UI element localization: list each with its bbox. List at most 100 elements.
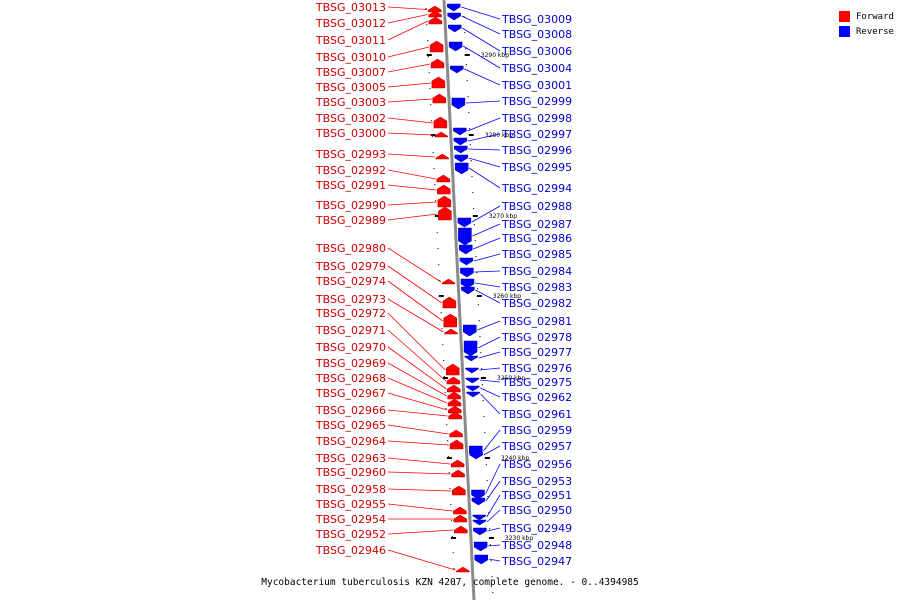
tick-mark: [484, 457, 490, 459]
minor-tick: [454, 584, 456, 586]
minor-tick: [490, 560, 492, 562]
tick-label: 3240 kbp: [501, 455, 529, 462]
forward-gene-TBSG_02969: [447, 391, 461, 400]
forward-gene-label: TBSG_02970: [315, 341, 386, 354]
forward-gene-label: TBSG_02971: [315, 324, 386, 337]
minor-tick: [444, 392, 446, 394]
forward-gene-TBSG_02973: [444, 328, 458, 335]
forward-gene-TBSG_02964: [449, 439, 464, 450]
reverse-gene-label: TBSG_02988: [501, 200, 572, 213]
leader-TBSG_02969: [387, 362, 447, 397]
minor-tick: [472, 192, 474, 194]
leader-TBSG_02962: [480, 387, 501, 398]
reverse-gene-label: TBSG_02981: [501, 315, 572, 328]
minor-tick: [432, 152, 434, 154]
minor-tick: [441, 328, 443, 330]
reverse-gene-label: TBSG_02951: [501, 489, 572, 502]
forward-gene-TBSG_03003: [432, 93, 446, 104]
forward-gene-label: TBSG_02952: [315, 528, 386, 541]
reverse-gene-TBSG_02987: [458, 227, 472, 246]
minor-tick: [428, 72, 430, 74]
genome-backbone: [442, 0, 476, 600]
leader-TBSG_02951: [486, 494, 501, 518]
minor-tick: [464, 32, 466, 34]
legend-label-forward: Forward: [856, 11, 894, 22]
reverse-gene-label: TBSG_02956: [501, 458, 572, 471]
reverse-gene-TBSG_02948: [473, 541, 488, 552]
leader-TBSG_02991: [387, 184, 437, 191]
forward-gene-TBSG_02980: [441, 278, 456, 285]
minor-tick: [439, 280, 441, 282]
minor-tick: [453, 568, 455, 570]
leader-TBSG_02980: [387, 247, 442, 283]
reverse-gene-label: TBSG_02961: [501, 408, 572, 421]
legend-item-forward: Forward: [839, 9, 894, 24]
label-leader-lines: [387, 6, 501, 571]
leader-TBSG_02979: [387, 265, 443, 304]
leader-TBSG_02981: [477, 320, 501, 331]
leader-TBSG_02988: [471, 205, 501, 223]
minor-tick: [443, 360, 445, 362]
minor-tick: [477, 288, 479, 290]
leader-TBSG_02952: [387, 529, 454, 535]
leader-TBSG_02973: [387, 298, 444, 333]
minor-tick: [436, 232, 438, 234]
reverse-gene-label: TBSG_02985: [501, 248, 572, 261]
reverse-gene-TBSG_02975: [465, 377, 480, 384]
forward-gene-label: TBSG_03012: [315, 17, 386, 30]
reverse-gene-label: TBSG_02957: [501, 440, 572, 453]
minor-tick: [447, 456, 449, 458]
reverse-gene-label: TBSG_03009: [501, 13, 572, 26]
forward-gene-label: TBSG_03010: [315, 51, 386, 64]
forward-gene-label: TBSG_02968: [315, 372, 386, 385]
leader-TBSG_02956: [485, 463, 501, 495]
reverse-gene-label: TBSG_02999: [501, 95, 572, 108]
forward-gene-TBSG_02991: [437, 184, 451, 195]
forward-gene-label: TBSG_02967: [315, 387, 386, 400]
forward-gene-label: TBSG_03000: [315, 127, 386, 140]
leader-TBSG_03011: [387, 20, 429, 41]
minor-tick: [435, 200, 437, 202]
reverse-gene-label: TBSG_02984: [501, 265, 572, 278]
leader-TBSG_02958: [387, 488, 452, 492]
forward-gene-TBSG_02992: [436, 174, 451, 183]
forward-gene-label: TBSG_02991: [315, 179, 386, 192]
minor-tick: [487, 496, 489, 498]
forward-gene-TBSG_02955: [453, 506, 467, 515]
minor-tick: [443, 376, 445, 378]
reverse-gene-TBSG_02951: [472, 514, 486, 521]
forward-gene-TBSG_03012: [428, 10, 442, 18]
reverse-gene-TBSG_02977: [464, 355, 479, 362]
forward-swatch: [839, 11, 850, 22]
forward-gene-label: TBSG_03007: [315, 66, 386, 79]
forward-gene-label: TBSG_02954: [315, 513, 386, 526]
forward-gene-label: TBSG_02955: [315, 498, 386, 511]
forward-gene-TBSG_02967: [448, 405, 462, 414]
reverse-gene-label: TBSG_02986: [501, 232, 572, 245]
forward-gene-TBSG_03002: [433, 116, 448, 129]
minor-tick: [431, 120, 433, 122]
forward-gene-TBSG_02960: [451, 469, 465, 478]
minor-tick: [431, 136, 433, 138]
minor-tick: [463, 16, 465, 18]
minor-tick: [473, 208, 475, 210]
minor-tick: [479, 336, 481, 338]
forward-gene-label: TBSG_02964: [315, 435, 386, 448]
leader-TBSG_02971: [387, 329, 447, 382]
minor-tick: [440, 312, 442, 314]
leader-TBSG_02950: [486, 509, 501, 523]
reverse-gene-label: TBSG_03001: [501, 79, 572, 92]
minor-tick: [465, 48, 467, 50]
minor-tick: [475, 256, 477, 258]
forward-gene-TBSG_03010: [429, 40, 444, 53]
forward-gene-label: TBSG_03003: [315, 96, 386, 109]
forward-gene-TBSG_03007: [430, 58, 445, 69]
minor-tick: [439, 296, 441, 298]
reverse-gene-label: TBSG_02998: [501, 112, 572, 125]
forward-gene-label: TBSG_02992: [315, 164, 386, 177]
reverse-gene-label: TBSG_02995: [501, 161, 572, 174]
forward-gene-TBSG_02972: [446, 363, 460, 376]
leader-TBSG_02984: [474, 270, 501, 273]
reverse-gene-TBSG_02994: [454, 162, 469, 175]
